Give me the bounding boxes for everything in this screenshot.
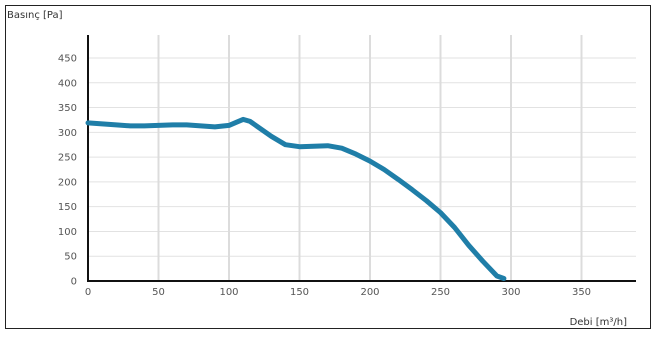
y-tick-label: 100 (58, 227, 77, 238)
x-tick-label: 350 (572, 287, 591, 298)
tick-labels: 0 50 100 150 200 250 300 350 400 450 0 50 100 150 200 2… (58, 54, 591, 299)
y-tick-label: 450 (58, 54, 77, 65)
y-tick-label: 350 (58, 103, 77, 114)
y-tick-label: 400 (58, 78, 77, 89)
y-tick-label: 50 (64, 252, 77, 263)
x-tick-label: 200 (360, 287, 379, 298)
x-tick-label: 50 (152, 287, 165, 298)
y-axis-title: Basınç [Pa] (7, 10, 63, 21)
x-tick-label: 150 (290, 287, 309, 298)
series (85, 116, 507, 281)
x-tick-label: 100 (219, 287, 238, 298)
series-line-0 (85, 116, 507, 281)
x-tick-label: 300 (501, 287, 520, 298)
y-tick-label: 200 (58, 177, 77, 188)
chart-frame (5, 5, 651, 329)
y-tick-label: 150 (58, 202, 77, 213)
y-tick-label: 300 (58, 128, 77, 139)
grid (88, 35, 636, 281)
x-axis-title: Debi [m³/h] (570, 317, 628, 328)
y-tick-label: 0 (71, 277, 77, 288)
x-tick-label: 0 (85, 287, 91, 298)
y-tick-label: 250 (58, 153, 77, 164)
x-tick-label: 250 (431, 287, 450, 298)
axes (87, 35, 636, 282)
